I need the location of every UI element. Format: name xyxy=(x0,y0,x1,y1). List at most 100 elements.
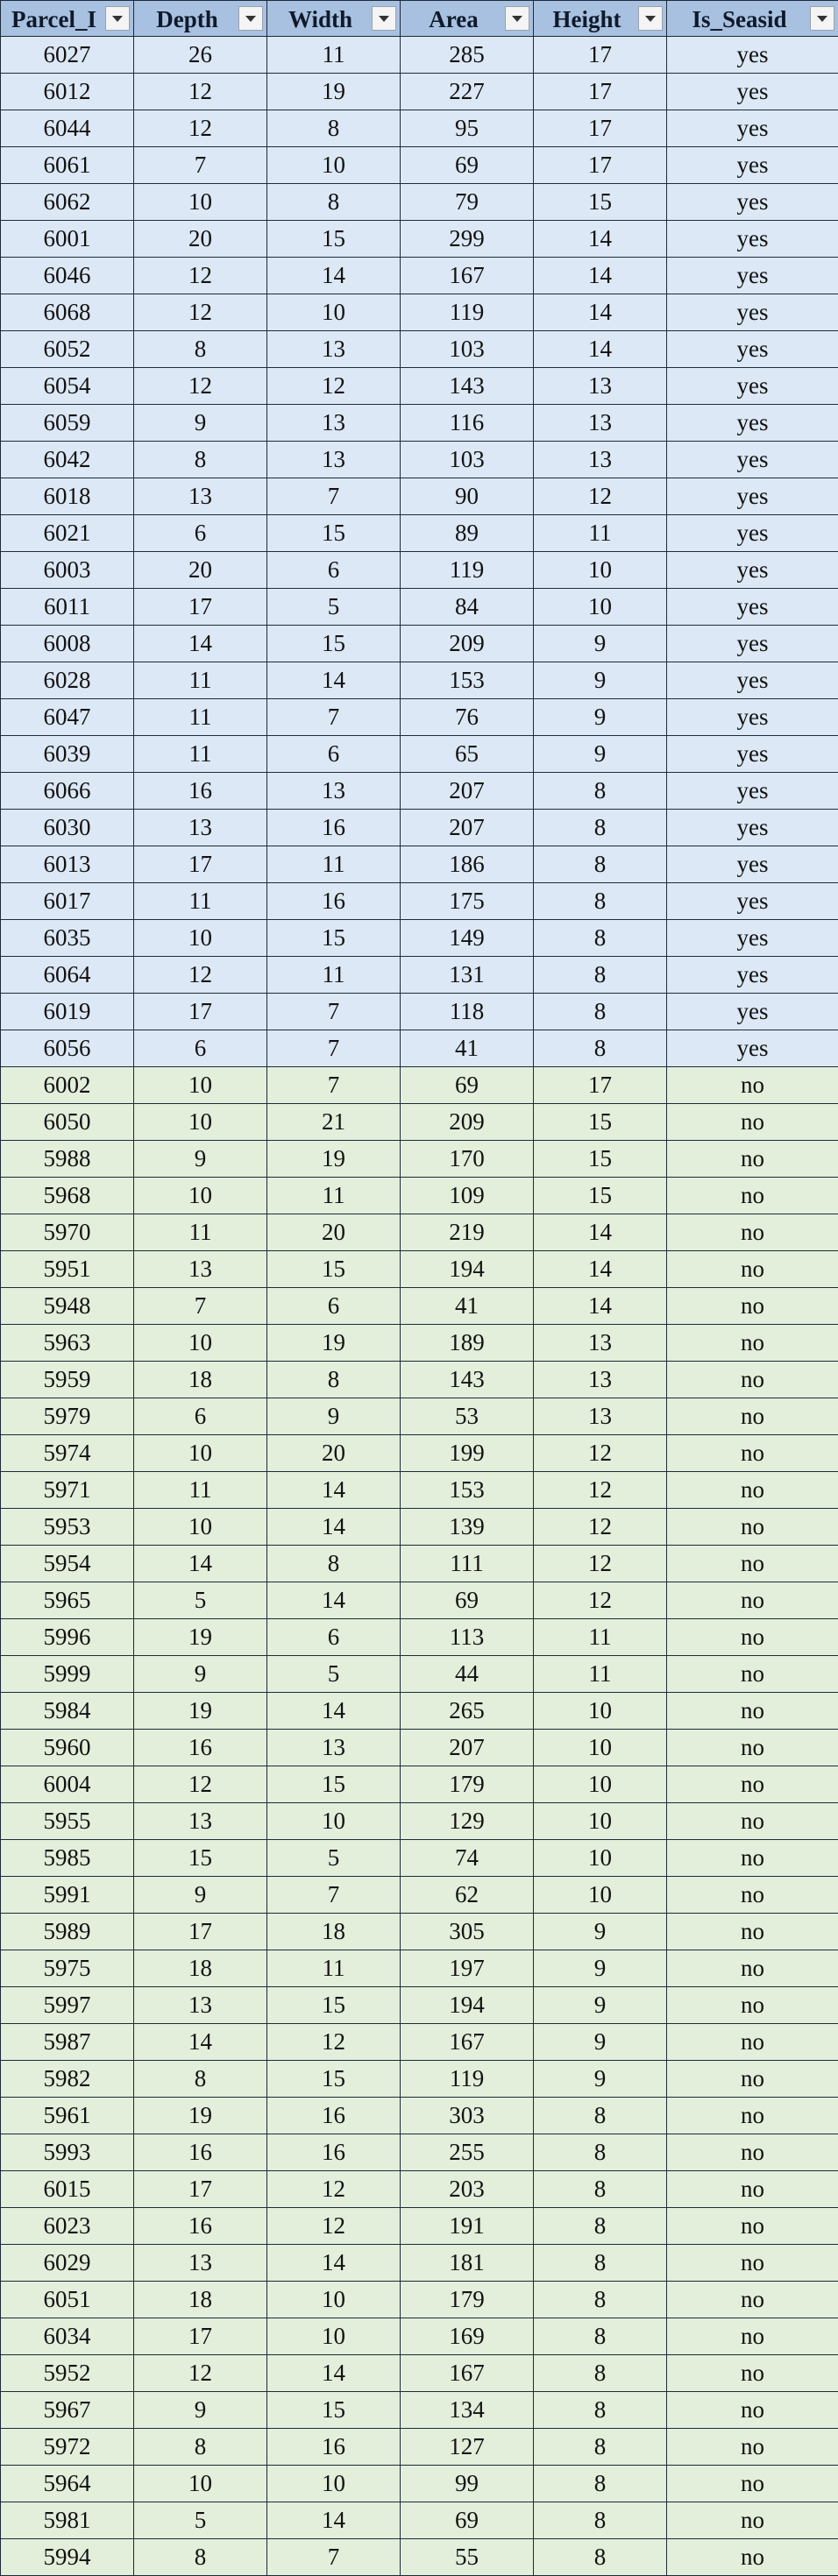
parcel-id-cell[interactable]: 5960 xyxy=(0,1729,134,1766)
depth-cell[interactable]: 10 xyxy=(133,1324,267,1362)
area-cell[interactable]: 44 xyxy=(400,1655,534,1693)
height-cell[interactable]: 13 xyxy=(533,367,667,405)
width-cell[interactable]: 16 xyxy=(266,2097,401,2134)
width-cell[interactable]: 12 xyxy=(266,2023,401,2061)
area-cell[interactable]: 179 xyxy=(400,1766,534,1803)
area-cell[interactable]: 113 xyxy=(400,1618,534,1656)
width-cell[interactable]: 13 xyxy=(266,404,401,442)
is-seaside-cell[interactable]: no xyxy=(666,1140,838,1178)
depth-cell[interactable]: 17 xyxy=(133,2318,267,2355)
column-header-area[interactable]: Area xyxy=(400,0,534,37)
height-cell[interactable]: 9 xyxy=(533,2060,667,2098)
parcel-id-cell[interactable]: 5959 xyxy=(0,1361,134,1398)
area-cell[interactable]: 103 xyxy=(400,441,534,478)
parcel-id-cell[interactable]: 5987 xyxy=(0,2023,134,2061)
area-cell[interactable]: 194 xyxy=(400,1250,534,1288)
parcel-id-cell[interactable]: 6021 xyxy=(0,514,134,552)
parcel-id-cell[interactable]: 5981 xyxy=(0,2502,134,2539)
area-cell[interactable]: 209 xyxy=(400,1103,534,1141)
height-cell[interactable]: 9 xyxy=(533,1986,667,2024)
width-cell[interactable]: 16 xyxy=(266,2428,401,2466)
parcel-id-cell[interactable]: 6018 xyxy=(0,478,134,515)
depth-cell[interactable]: 12 xyxy=(133,294,267,331)
area-cell[interactable]: 84 xyxy=(400,588,534,626)
filter-dropdown-button[interactable] xyxy=(638,6,663,31)
parcel-id-cell[interactable]: 5952 xyxy=(0,2354,134,2392)
depth-cell[interactable]: 11 xyxy=(133,882,267,920)
is-seaside-cell[interactable]: no xyxy=(666,2465,838,2502)
parcel-id-cell[interactable]: 6011 xyxy=(0,588,134,626)
width-cell[interactable]: 12 xyxy=(266,2207,401,2245)
height-cell[interactable]: 8 xyxy=(533,2097,667,2134)
depth-cell[interactable]: 19 xyxy=(133,2097,267,2134)
width-cell[interactable]: 6 xyxy=(266,1618,401,1656)
is-seaside-cell[interactable]: yes xyxy=(666,588,838,626)
width-cell[interactable]: 12 xyxy=(266,2170,401,2208)
height-cell[interactable]: 8 xyxy=(533,919,667,957)
width-cell[interactable]: 18 xyxy=(266,1913,401,1950)
width-cell[interactable]: 15 xyxy=(266,2060,401,2098)
is-seaside-cell[interactable]: no xyxy=(666,2023,838,2061)
width-cell[interactable]: 19 xyxy=(266,1324,401,1362)
area-cell[interactable]: 197 xyxy=(400,1950,534,1987)
depth-cell[interactable]: 8 xyxy=(133,2060,267,2098)
height-cell[interactable]: 8 xyxy=(533,882,667,920)
width-cell[interactable]: 7 xyxy=(266,1876,401,1914)
is-seaside-cell[interactable]: yes xyxy=(666,110,838,147)
is-seaside-cell[interactable]: no xyxy=(666,1876,838,1914)
depth-cell[interactable]: 19 xyxy=(133,1618,267,1656)
depth-cell[interactable]: 18 xyxy=(133,1361,267,1398)
area-cell[interactable]: 131 xyxy=(400,956,534,994)
is-seaside-cell[interactable]: no xyxy=(666,1839,838,1877)
area-cell[interactable]: 186 xyxy=(400,846,534,883)
column-header-parcel[interactable]: Parcel_I xyxy=(0,0,134,37)
height-cell[interactable]: 8 xyxy=(533,2391,667,2429)
area-cell[interactable]: 55 xyxy=(400,2538,534,2576)
height-cell[interactable]: 8 xyxy=(533,2281,667,2318)
area-cell[interactable]: 299 xyxy=(400,220,534,258)
depth-cell[interactable]: 16 xyxy=(133,2207,267,2245)
filter-dropdown-button[interactable] xyxy=(505,6,529,31)
width-cell[interactable]: 10 xyxy=(266,2281,401,2318)
is-seaside-cell[interactable]: yes xyxy=(666,772,838,810)
area-cell[interactable]: 74 xyxy=(400,1839,534,1877)
depth-cell[interactable]: 9 xyxy=(133,1655,267,1693)
height-cell[interactable]: 13 xyxy=(533,1361,667,1398)
is-seaside-cell[interactable]: yes xyxy=(666,698,838,736)
parcel-id-cell[interactable]: 6061 xyxy=(0,146,134,184)
area-cell[interactable]: 227 xyxy=(400,73,534,110)
parcel-id-cell[interactable]: 5948 xyxy=(0,1287,134,1325)
depth-cell[interactable]: 12 xyxy=(133,110,267,147)
width-cell[interactable]: 14 xyxy=(266,662,401,699)
depth-cell[interactable]: 18 xyxy=(133,1950,267,1987)
is-seaside-cell[interactable]: yes xyxy=(666,367,838,405)
height-cell[interactable]: 14 xyxy=(533,1250,667,1288)
depth-cell[interactable]: 16 xyxy=(133,1729,267,1766)
depth-cell[interactable]: 17 xyxy=(133,993,267,1030)
height-cell[interactable]: 13 xyxy=(533,1398,667,1435)
height-cell[interactable]: 9 xyxy=(533,662,667,699)
is-seaside-cell[interactable]: no xyxy=(666,1692,838,1730)
width-cell[interactable]: 16 xyxy=(266,809,401,846)
width-cell[interactable]: 15 xyxy=(266,220,401,258)
depth-cell[interactable]: 13 xyxy=(133,1802,267,1840)
area-cell[interactable]: 265 xyxy=(400,1692,534,1730)
depth-cell[interactable]: 26 xyxy=(133,36,267,74)
is-seaside-cell[interactable]: no xyxy=(666,2281,838,2318)
width-cell[interactable]: 20 xyxy=(266,1214,401,1251)
width-cell[interactable]: 10 xyxy=(266,1802,401,1840)
width-cell[interactable]: 15 xyxy=(266,1766,401,1803)
depth-cell[interactable]: 7 xyxy=(133,146,267,184)
height-cell[interactable]: 17 xyxy=(533,36,667,74)
depth-cell[interactable]: 7 xyxy=(133,1287,267,1325)
parcel-id-cell[interactable]: 6019 xyxy=(0,993,134,1030)
area-cell[interactable]: 79 xyxy=(400,183,534,221)
depth-cell[interactable]: 8 xyxy=(133,2428,267,2466)
width-cell[interactable]: 13 xyxy=(266,1729,401,1766)
height-cell[interactable]: 10 xyxy=(533,1876,667,1914)
width-cell[interactable]: 15 xyxy=(266,1986,401,2024)
depth-cell[interactable]: 6 xyxy=(133,514,267,552)
parcel-id-cell[interactable]: 6066 xyxy=(0,772,134,810)
height-cell[interactable]: 12 xyxy=(533,478,667,515)
area-cell[interactable]: 175 xyxy=(400,882,534,920)
